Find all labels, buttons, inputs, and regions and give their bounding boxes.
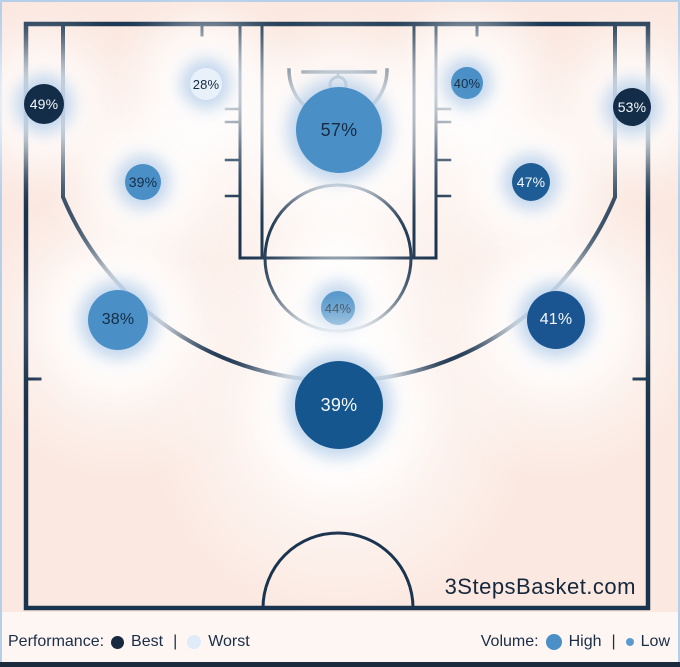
high-volume-dot-icon <box>545 634 562 650</box>
shot-bubble-corner-three-right[interactable]: 53% <box>613 88 651 126</box>
shot-bubbles: 49% 28% 40% 53% 57% 39% 47% 38% 44% 41% 39% <box>24 67 651 449</box>
shot-bubble-wing-three-right[interactable]: 41% <box>527 291 585 349</box>
volume-high-label: High <box>568 633 602 650</box>
lane-hash-marks-left <box>224 107 242 198</box>
shot-bubble-post-left[interactable]: 28% <box>190 68 222 100</box>
shot-bubble-top-of-key[interactable]: 44% <box>321 291 355 325</box>
worst-dot-icon <box>187 635 202 649</box>
volume-low-label: Low <box>640 633 670 650</box>
best-dot-icon <box>111 635 125 649</box>
paint-outer-box <box>238 22 438 260</box>
baseline-hash-marks <box>200 22 479 37</box>
legend-row: Performance: Best | Worst Volume: High |… <box>8 633 670 651</box>
shot-bubble-top-three-center[interactable]: 39% <box>295 361 383 449</box>
performance-worst-label: Worst <box>208 633 250 650</box>
performance-legend: Performance: Best | Worst <box>8 633 250 651</box>
volume-legend: Volume: High | Low <box>481 633 670 651</box>
bottom-bar <box>0 662 680 667</box>
half-court-circle <box>261 531 415 610</box>
volume-separator: | <box>611 633 616 650</box>
lane-hash-marks-right <box>434 107 452 198</box>
performance-separator: | <box>173 633 178 650</box>
performance-best-label: Best <box>131 633 164 650</box>
low-volume-dot-icon <box>625 638 634 646</box>
shot-bubble-wing-three-left[interactable]: 38% <box>88 290 148 350</box>
shot-bubble-post-right[interactable]: 40% <box>451 67 483 99</box>
shot-bubble-corner-three-left[interactable]: 49% <box>24 84 64 124</box>
volume-label: Volume: <box>480 633 539 650</box>
free-throw-circle <box>263 183 413 333</box>
performance-label: Performance: <box>8 633 105 650</box>
watermark: 3StepsBasket.com <box>444 574 636 599</box>
shot-bubble-baseline-mid-right[interactable]: 47% <box>512 163 550 201</box>
paint-inner-lane-lines <box>260 22 416 260</box>
shot-bubble-restricted-area[interactable]: 57% <box>296 87 382 173</box>
shot-bubble-baseline-mid-left[interactable]: 39% <box>125 164 161 200</box>
